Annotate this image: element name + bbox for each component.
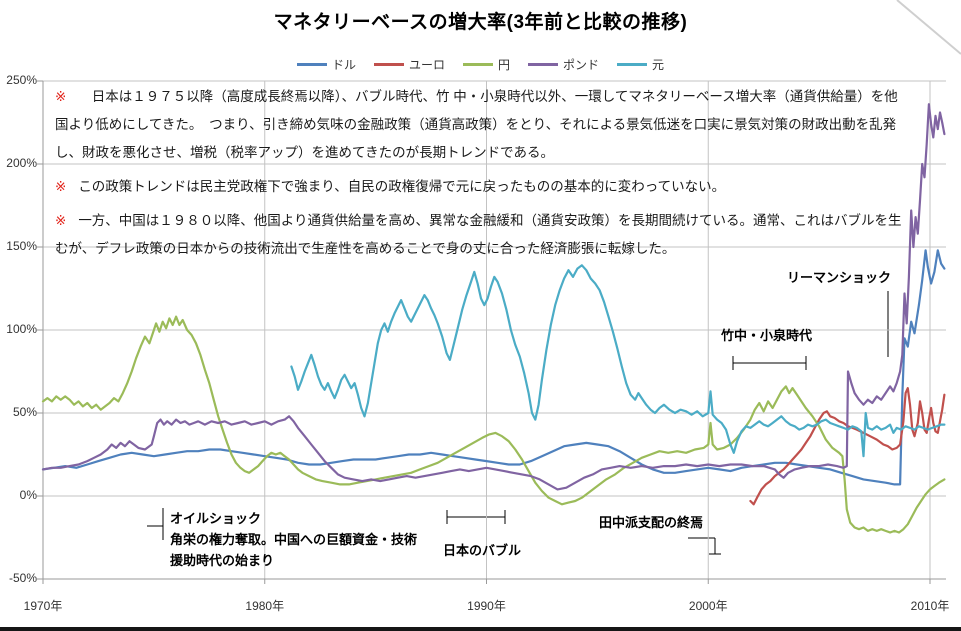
legend-item-jpy: 円 bbox=[462, 56, 510, 73]
annotation-japan-bubble: 日本のバブル bbox=[443, 543, 522, 558]
legend-swatch bbox=[617, 63, 648, 66]
annotation-kakuei: 角栄の権力奪取。中国への巨額資金・技術援助時代の始まり bbox=[170, 532, 418, 568]
legend-swatch bbox=[528, 63, 558, 66]
note-bullet: ※ bbox=[55, 179, 67, 194]
page-title: マネタリーベースの増大率(3年前と比較の推移) bbox=[273, 12, 688, 33]
y-tick-label: -50% bbox=[8, 571, 37, 585]
note-paragraph: ※ 日本は１９７５以降（高度成長終焉以降）、バブル時代、竹 中・小泉時代以外、一… bbox=[55, 89, 898, 160]
legend-label: 円 bbox=[497, 58, 510, 72]
legend-swatch bbox=[296, 63, 327, 66]
legend-label: ユーロ bbox=[408, 58, 445, 72]
x-tick-label: 2000年 bbox=[688, 599, 728, 613]
annotation-tanaka-faction-end: 田中派支配の終焉 bbox=[599, 515, 704, 530]
y-tick-label: 200% bbox=[6, 156, 37, 170]
series-line-jpy bbox=[41, 315, 946, 534]
legend-label: 元 bbox=[652, 58, 665, 72]
annotation-takenaka-koizumi: 竹中・小泉時代 bbox=[721, 328, 813, 343]
notes-block: ※ 日本は１９７５以降（高度成長終焉以降）、バブル時代、竹 中・小泉時代以外、一… bbox=[55, 83, 911, 269]
series-line-usd bbox=[41, 249, 946, 486]
annotation-markers bbox=[147, 291, 889, 555]
legend-item-eur: ユーロ bbox=[373, 56, 445, 73]
x-tick-label: 2010年 bbox=[910, 599, 950, 613]
y-tick-label: 150% bbox=[6, 239, 37, 253]
x-tick-label: 1970年 bbox=[23, 599, 63, 613]
x-tick-label: 1980年 bbox=[245, 599, 285, 613]
note-paragraph: ※ 一方、中国は１９８０以降、他国より通貨供給量を高め、異常な金融緩和（通貨安政策… bbox=[55, 213, 902, 256]
bottom-edge-bar bbox=[0, 627, 961, 631]
series-line-eur bbox=[749, 387, 946, 506]
legend-item-usd: ドル bbox=[296, 56, 356, 73]
legend-label: ポンド bbox=[563, 58, 600, 72]
series-line-cny bbox=[290, 264, 946, 458]
legend-swatch bbox=[462, 63, 493, 66]
y-tick-label: 0% bbox=[19, 488, 37, 502]
y-tick-label: 50% bbox=[12, 405, 37, 419]
legend-swatch bbox=[373, 63, 404, 66]
x-tick-label: 1990年 bbox=[467, 599, 506, 613]
series-line-gbp bbox=[41, 103, 946, 491]
chart-legend: ドル ユーロ 円 ポンド 元 bbox=[0, 56, 961, 73]
annotation-lehman-shock: リーマンショック bbox=[787, 270, 892, 285]
annotation-oil-shock: オイルショック bbox=[170, 511, 262, 526]
note-bullet: ※ bbox=[55, 213, 67, 228]
legend-item-cny: 元 bbox=[617, 56, 664, 73]
note-bullet: ※ bbox=[55, 89, 67, 104]
legend-label: ドル bbox=[331, 58, 356, 72]
y-tick-label: 100% bbox=[6, 322, 37, 336]
note-paragraph: ※ この政策トレンドは民主党政権下で強まり、自民の政権復帰で元に戻ったものの基本的… bbox=[55, 179, 726, 194]
legend-item-gbp: ポンド bbox=[528, 56, 599, 73]
page-corner-fold bbox=[896, 0, 961, 55]
y-tick-label: 250% bbox=[6, 73, 37, 87]
